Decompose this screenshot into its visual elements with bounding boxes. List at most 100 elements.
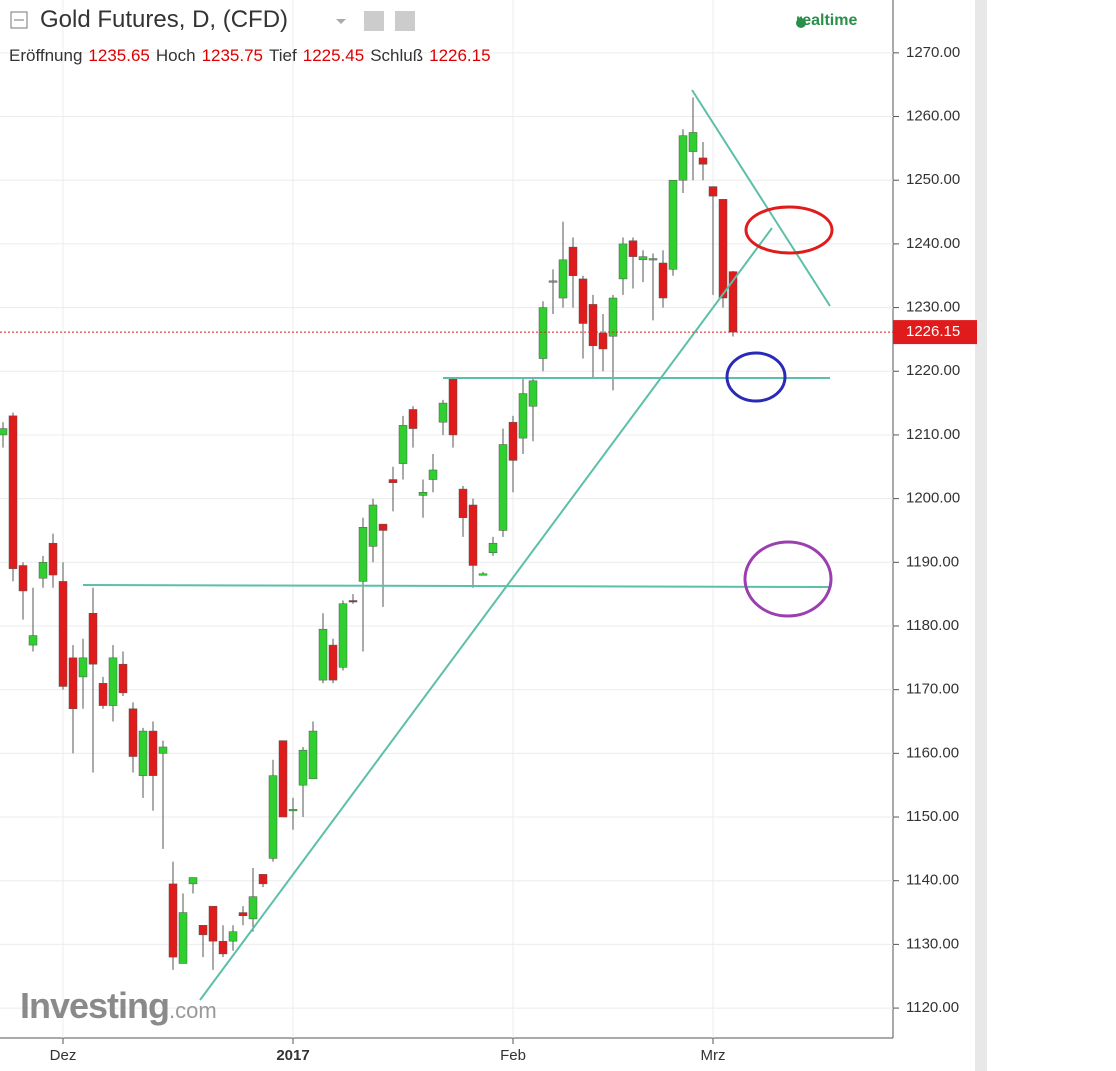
y-tick-label: 1240.00 (906, 235, 960, 252)
candle-body (298, 749, 308, 786)
candle-body (158, 746, 168, 754)
candle-body (548, 280, 558, 283)
trend-line (691, 89, 831, 307)
y-tick-label: 1160.00 (906, 744, 959, 761)
candle-body (48, 542, 58, 576)
candle-body (568, 246, 578, 276)
ohlc-value: 1226.15 (429, 46, 491, 65)
candle-body (468, 504, 478, 566)
candle-body (418, 492, 428, 496)
ohlc-header: Eröffnung 1235.65 Hoch 1235.75 Tief 1225.45 Sc… (9, 46, 491, 66)
candle-body (148, 730, 158, 776)
candle-body (318, 628, 328, 681)
x-tick-label: 2017 (276, 1047, 309, 1064)
candle-body (528, 380, 538, 407)
candle-body (378, 523, 388, 531)
y-tick-label: 1140.00 (906, 872, 959, 889)
candle-body (648, 258, 658, 261)
candle-body (108, 657, 118, 706)
candle-body (448, 377, 458, 436)
candle-body (168, 883, 178, 958)
candle-body (68, 657, 78, 710)
ohlc-label: Hoch (155, 46, 196, 65)
candle-body (0, 428, 8, 436)
candle-body (8, 415, 18, 569)
settings-icon[interactable] (395, 11, 415, 31)
candle-body (638, 256, 648, 261)
candle-body (478, 573, 488, 576)
candle-body (78, 657, 88, 678)
candle-body (618, 243, 628, 280)
ohlc-label: Schluß (370, 46, 424, 65)
candle-body (698, 157, 708, 165)
logo-suffix: .com (169, 998, 217, 1023)
ohlc-value: 1235.65 (88, 46, 150, 65)
x-tick-label: Dez (50, 1047, 77, 1064)
status-dot (796, 18, 806, 28)
y-tick-label: 1210.00 (906, 426, 960, 443)
candle-body (408, 409, 418, 429)
y-tick-label: 1180.00 (906, 617, 959, 634)
candle-body (348, 600, 358, 603)
x-tick-label: Feb (500, 1047, 526, 1064)
logo-name: Investing (20, 985, 170, 1026)
trend-line (199, 227, 773, 1001)
candle-body (458, 488, 468, 518)
y-tick-label: 1130.00 (906, 935, 959, 952)
candle-body (588, 304, 598, 347)
candle-body (388, 479, 398, 483)
candle-body (188, 877, 198, 885)
candle-body (38, 562, 48, 579)
dropdown-icon[interactable] (336, 19, 346, 24)
ohlc-label: Eröffnung (9, 46, 83, 65)
candle-body (228, 931, 238, 942)
candle-body (118, 663, 128, 694)
candle-body (578, 278, 588, 324)
candle-body (518, 393, 528, 439)
ohlc-value: 1225.45 (302, 46, 365, 65)
ohlc-value: 1235.75 (201, 46, 264, 65)
candle-body (428, 469, 438, 480)
candle-body (328, 644, 338, 681)
candle-body (608, 297, 618, 337)
status: realtime (796, 12, 858, 29)
candle-body (538, 307, 548, 359)
candle-body (178, 912, 188, 964)
candle-body (398, 425, 408, 464)
y-tick-label: 1120.00 (906, 999, 959, 1016)
candle-body (28, 635, 38, 646)
y-tick-label: 1250.00 (906, 171, 960, 188)
candle-body (368, 504, 378, 547)
y-tick-label: 1150.00 (906, 808, 959, 825)
annotations (82, 89, 831, 1001)
candle-body (688, 132, 698, 152)
collapse-icon[interactable] (10, 11, 28, 29)
y-tick-label: 1270.00 (906, 44, 960, 61)
candle-body (508, 421, 518, 461)
candle-body (558, 259, 568, 299)
candle-body (128, 708, 138, 757)
marker-ellipse (743, 540, 833, 618)
marker-ellipse (725, 351, 787, 403)
candle-body (218, 940, 228, 955)
y-tick-label: 1200.00 (906, 490, 960, 507)
candle-body (708, 186, 718, 197)
y-tick-label: 1170.00 (906, 681, 959, 698)
x-tick-label: Mrz (701, 1047, 726, 1064)
candle-body (248, 896, 258, 920)
candle-body (268, 775, 278, 859)
y-tick-label: 1230.00 (906, 299, 960, 316)
candle-body (208, 905, 218, 942)
candle-body (598, 332, 608, 350)
candle-body (628, 240, 638, 257)
visibility-icon[interactable] (364, 11, 384, 31)
chart-title: Gold Futures, D, (CFD) (40, 6, 289, 33)
support-line (82, 584, 831, 588)
candle-body (18, 565, 28, 592)
last-price-box (893, 320, 977, 345)
candle-body (258, 874, 268, 885)
candle-body (98, 683, 108, 706)
y-tick-label: 1190.00 (906, 553, 959, 570)
candle-body (138, 730, 148, 776)
marker-ellipse (744, 205, 834, 255)
